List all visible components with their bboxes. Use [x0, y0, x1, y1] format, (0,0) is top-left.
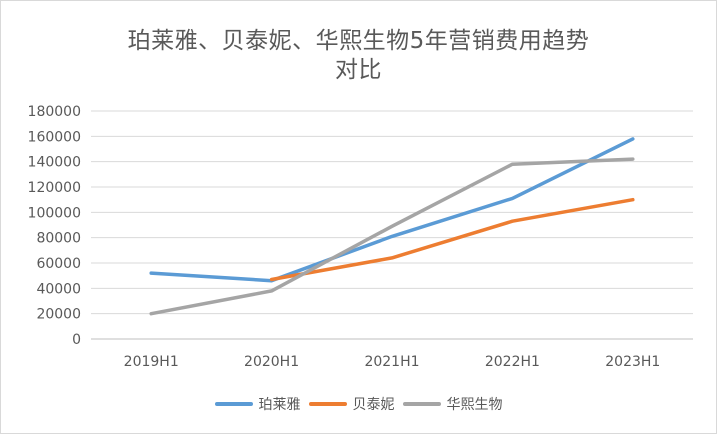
legend-label: 华熙生物 [446, 397, 503, 413]
y-tick-label: 20000 [36, 307, 81, 323]
legend-label: 贝泰妮 [352, 397, 395, 413]
series-line [269, 197, 635, 282]
y-tick-label: 180000 [28, 104, 81, 120]
series-line [149, 157, 635, 316]
series-lines [149, 137, 635, 316]
legend-swatch [214, 402, 253, 406]
legend-item: 珀莱雅 [214, 394, 301, 414]
x-tick-label: 2023H1 [605, 354, 660, 370]
y-tick-label: 80000 [36, 231, 81, 247]
legend-swatch [308, 402, 347, 406]
chart-title-line-2: 对比 [335, 57, 382, 83]
legend-item: 华熙生物 [402, 394, 503, 414]
series-line [149, 137, 635, 283]
legend: 珀莱雅 贝泰妮 华熙生物 [1, 394, 716, 414]
x-tick-label: 2021H1 [364, 354, 419, 370]
y-tick-label: 40000 [36, 281, 81, 297]
legend-item: 贝泰妮 [308, 394, 395, 414]
y-tick-label: 120000 [28, 180, 81, 196]
y-tick-label: 60000 [36, 256, 81, 272]
x-tick-label: 2022H1 [485, 354, 540, 370]
y-tick-label: 140000 [28, 155, 81, 171]
legend-swatch [402, 402, 441, 406]
y-tick-label: 100000 [28, 205, 81, 221]
x-tick-label: 2019H1 [124, 354, 179, 370]
legend-label: 珀莱雅 [258, 397, 301, 413]
x-axis-tick-labels: 2019H1 2020H1 2021H1 2022H1 2023H1 [124, 354, 661, 370]
chart-title-line-1: 珀莱雅、贝泰妮、华熙生物5年营销费用趋势 [127, 28, 590, 54]
y-tick-label: 0 [72, 332, 81, 348]
y-tick-label: 160000 [28, 129, 81, 145]
chart-title: 珀莱雅、贝泰妮、华熙生物5年营销费用趋势 对比 [1, 27, 716, 85]
y-axis-tick-labels: 0 20000 40000 60000 80000 100000 120000 140000 1… [28, 104, 81, 348]
x-tick-label: 2020H1 [244, 354, 299, 370]
